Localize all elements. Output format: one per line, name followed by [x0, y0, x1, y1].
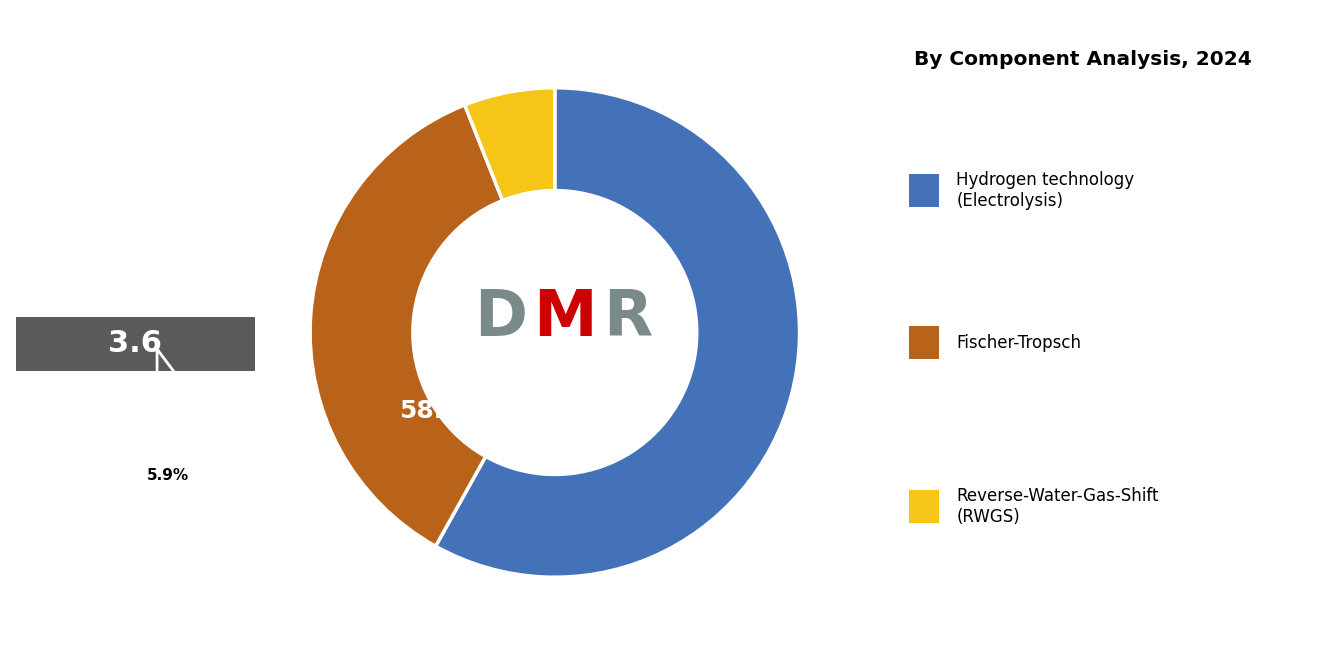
Text: M: M	[532, 287, 596, 349]
FancyBboxPatch shape	[124, 429, 211, 522]
FancyBboxPatch shape	[909, 490, 939, 523]
Text: D: D	[474, 287, 527, 349]
Text: By Component Analysis, 2024: By Component Analysis, 2024	[914, 50, 1252, 69]
Text: 58.1%: 58.1%	[399, 399, 486, 423]
Text: Global Laboratory
Informatics  Market
Size
(USD Billion), 2024: Global Laboratory Informatics Market Siz…	[52, 242, 219, 310]
Text: CAGR
2024-2033: CAGR 2024-2033	[30, 462, 110, 489]
FancyBboxPatch shape	[909, 327, 939, 359]
Wedge shape	[465, 88, 555, 201]
Text: 5.9%: 5.9%	[147, 468, 189, 483]
Text: Hydrogen technology
(Electrolysis): Hydrogen technology (Electrolysis)	[956, 171, 1135, 210]
FancyBboxPatch shape	[16, 317, 255, 371]
Wedge shape	[436, 88, 799, 577]
Text: Dimension
Market
Research: Dimension Market Research	[57, 68, 214, 151]
Text: 3.6: 3.6	[108, 329, 162, 358]
Text: R: R	[604, 287, 653, 349]
Wedge shape	[310, 105, 502, 546]
Circle shape	[413, 191, 696, 474]
Text: Reverse-Water-Gas-Shift
(RWGS): Reverse-Water-Gas-Shift (RWGS)	[956, 487, 1159, 526]
FancyBboxPatch shape	[909, 174, 939, 207]
Text: Fischer-Tropsch: Fischer-Tropsch	[956, 334, 1082, 352]
